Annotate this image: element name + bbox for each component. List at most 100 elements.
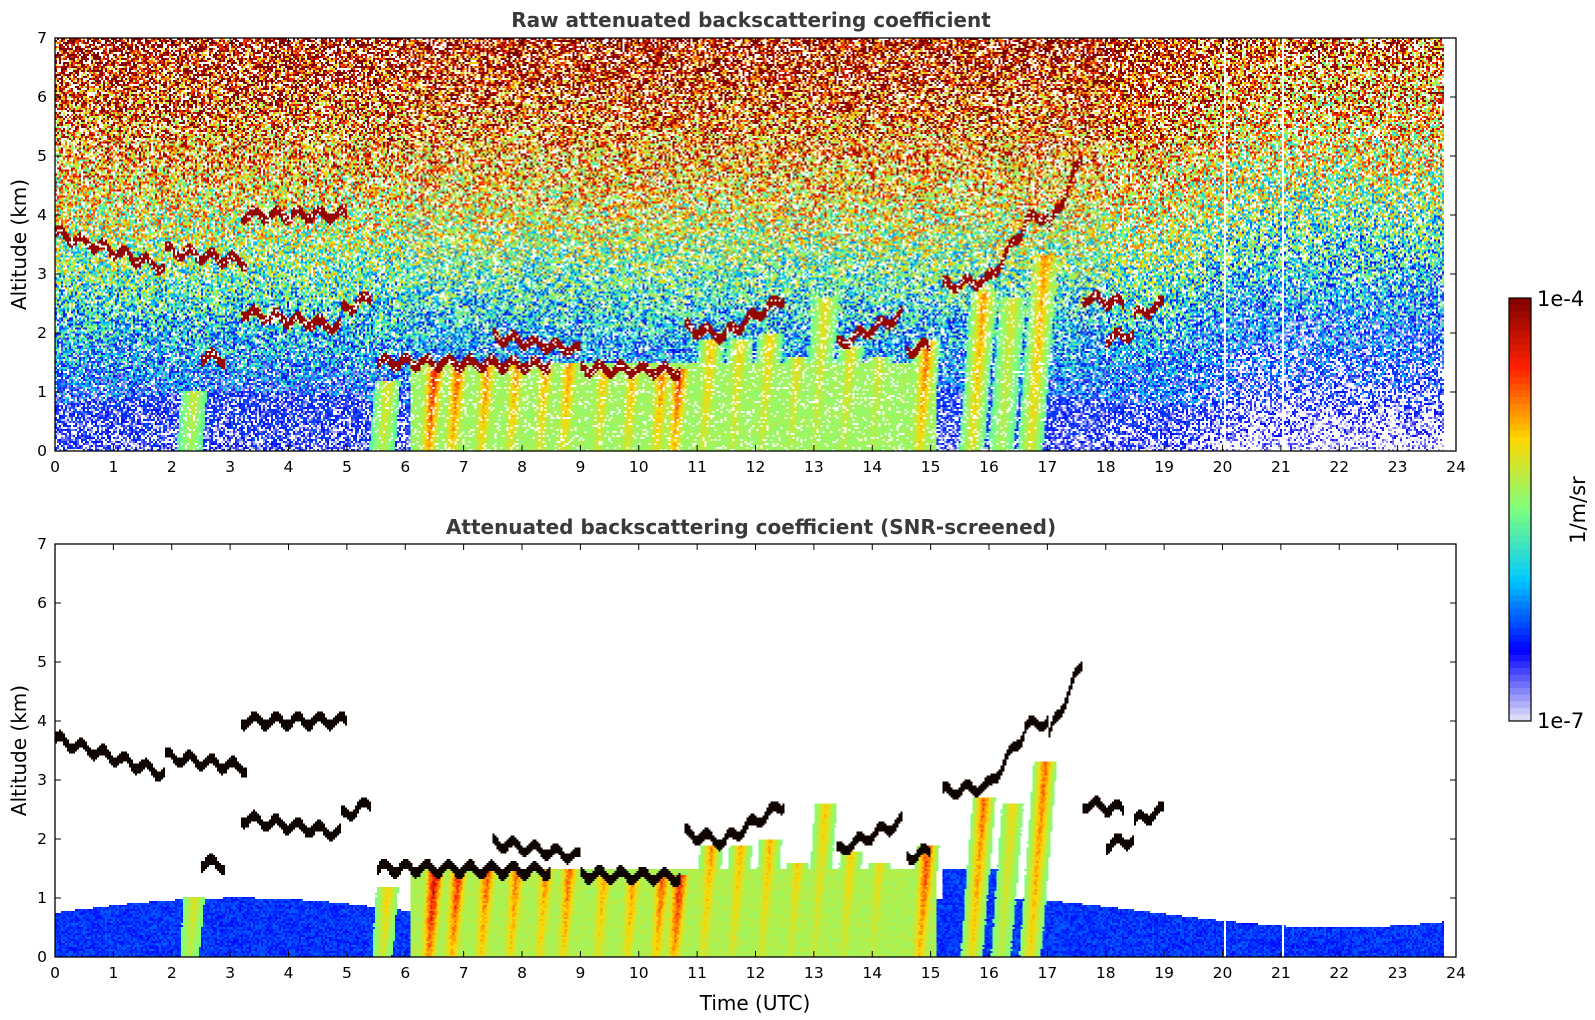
x-tick-label: 8 [517, 458, 527, 476]
x-tick-label: 16 [979, 964, 999, 982]
colorbar-step [1509, 496, 1531, 504]
x-tick-label: 18 [1096, 458, 1116, 476]
panel-raw-y-label: Altitude (km) [7, 179, 31, 310]
colorbar-step [1509, 575, 1531, 583]
colorbar-step [1509, 562, 1531, 570]
y-tick-label: 5 [37, 653, 47, 671]
x-tick-label: 0 [50, 964, 60, 982]
y-tick-label: 3 [37, 265, 47, 283]
colorbar-step [1509, 317, 1531, 326]
panel-raw-x-ticks: 0 1 2 3 4 5 6 7 8 9 10 11 12 13 14 15 16 17 18 19 20 21 22 23 24 [50, 38, 1466, 476]
x-tick-label: 15 [921, 964, 941, 982]
colorbar-step [1509, 588, 1531, 597]
colorbar-step [1509, 641, 1531, 649]
colorbar-unit-label: 1/m/sr [1566, 476, 1590, 544]
colorbar-step [1509, 608, 1531, 616]
colorbar-step [1509, 357, 1531, 365]
colorbar-step [1509, 298, 1531, 306]
y-tick-label: 1 [37, 889, 47, 907]
x-tick-label: 24 [1446, 458, 1466, 476]
colorbar-step [1509, 436, 1531, 445]
x-tick-label: 15 [921, 458, 941, 476]
colorbar-step [1509, 635, 1531, 643]
y-tick-label: 2 [37, 830, 47, 848]
colorbar-step [1509, 383, 1531, 392]
colorbar: 1e-4 1e-7 1/m/sr [1508, 287, 1590, 733]
colorbar-step [1509, 443, 1531, 451]
x-tick-label: 19 [1154, 964, 1174, 982]
x-tick-label: 7 [459, 458, 469, 476]
colorbar-step [1509, 681, 1531, 689]
x-tick-label: 22 [1329, 458, 1349, 476]
colorbar-gradient [1509, 298, 1531, 722]
colorbar-step [1509, 595, 1531, 603]
x-tick-label: 9 [575, 458, 585, 476]
x-tick-label: 11 [687, 458, 707, 476]
colorbar-frame [1508, 297, 1532, 722]
y-tick-label: 3 [37, 771, 47, 789]
y-tick-label: 4 [37, 206, 47, 224]
colorbar-step [1509, 350, 1531, 359]
x-tick-label: 8 [517, 964, 527, 982]
y-tick-label: 0 [37, 442, 47, 460]
x-tick-label: 1 [108, 964, 118, 982]
colorbar-step [1509, 621, 1531, 630]
x-tick-label: 1 [108, 458, 118, 476]
colorbar-step [1509, 568, 1531, 577]
colorbar-step [1509, 542, 1531, 550]
colorbar-step [1509, 403, 1531, 411]
colorbar-step [1509, 516, 1531, 524]
x-tick-label: 16 [979, 458, 999, 476]
colorbar-step [1509, 370, 1531, 378]
colorbar-step [1509, 628, 1531, 636]
x-tick-label: 5 [342, 458, 352, 476]
colorbar-step [1509, 416, 1531, 425]
colorbar-step [1509, 694, 1531, 702]
colorbar-step [1509, 390, 1531, 398]
colorbar-step [1509, 602, 1531, 610]
x-tick-label: 10 [629, 458, 649, 476]
x-tick-label: 17 [1038, 964, 1058, 982]
colorbar-step [1509, 674, 1531, 682]
x-tick-label: 17 [1038, 458, 1058, 476]
colorbar-step [1509, 304, 1531, 312]
colorbar-step [1509, 430, 1531, 438]
colorbar-step [1509, 549, 1531, 557]
x-tick-label: 24 [1446, 964, 1466, 982]
x-tick-label: 4 [284, 458, 294, 476]
colorbar-step [1509, 654, 1531, 663]
x-tick-label: 20 [1213, 458, 1233, 476]
x-tick-label: 22 [1329, 964, 1349, 982]
colorbar-step [1509, 377, 1531, 385]
colorbar-step [1509, 311, 1531, 319]
colorbar-step [1509, 423, 1531, 431]
x-tick-label: 4 [284, 964, 294, 982]
colorbar-step [1509, 707, 1531, 715]
x-tick-label: 13 [804, 964, 824, 982]
x-tick-label: 21 [1271, 964, 1291, 982]
x-tick-label: 21 [1271, 458, 1291, 476]
y-tick-label: 6 [37, 88, 47, 106]
x-tick-label: 14 [862, 964, 882, 982]
x-tick-label: 10 [629, 964, 649, 982]
panel-screened-heatmap [55, 544, 1456, 957]
x-tick-label: 9 [575, 964, 585, 982]
panel-screened: Attenuated backscattering coefficient (S… [7, 515, 1466, 1015]
x-tick-label: 5 [342, 964, 352, 982]
colorbar-step [1509, 476, 1531, 484]
panel-raw-y-ticks: 0 1 2 3 4 5 6 7 [37, 29, 1456, 460]
x-tick-label: 2 [167, 458, 177, 476]
colorbar-step [1509, 450, 1531, 458]
colorbar-step [1509, 615, 1531, 623]
colorbar-step [1509, 687, 1531, 696]
colorbar-step [1509, 469, 1531, 478]
colorbar-step [1509, 337, 1531, 345]
y-tick-label: 4 [37, 712, 47, 730]
panel-screened-x-ticks: 0 1 2 3 4 5 6 7 8 9 10 11 12 13 14 15 16 17 18 19 20 21 22 23 24 [50, 544, 1466, 982]
colorbar-step [1509, 456, 1531, 464]
x-tick-label: 13 [804, 458, 824, 476]
x-tick-label: 19 [1154, 458, 1174, 476]
colorbar-step [1509, 489, 1531, 497]
y-tick-label: 7 [37, 535, 47, 553]
x-tick-label: 2 [167, 964, 177, 982]
